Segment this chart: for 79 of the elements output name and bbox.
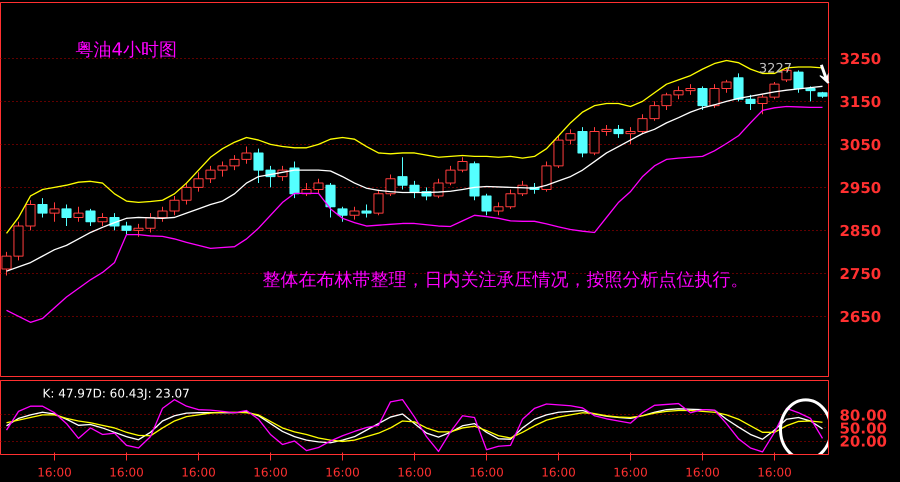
- candlestick: [385, 174, 396, 196]
- candlestick: [61, 204, 72, 227]
- candlestick: [673, 86, 684, 100]
- line-series: [6, 60, 824, 234]
- candlestick: [97, 212, 108, 227]
- candlestick: [337, 206, 348, 222]
- candlestick: [409, 180, 420, 199]
- candlestick: [769, 82, 780, 100]
- annotation: K: 47.97D: 60.43J: 23.07: [42, 386, 190, 400]
- y-tick-label: 20.00: [840, 432, 887, 451]
- candlestick: [757, 94, 768, 115]
- x-tick-label: 16:00: [37, 466, 72, 480]
- candlestick: [85, 208, 96, 227]
- candlestick: [709, 84, 720, 108]
- candlestick: [505, 189, 516, 210]
- candlestick: [229, 154, 240, 171]
- candlestick: [349, 206, 360, 220]
- candlestick: [181, 182, 192, 206]
- candlestick: [25, 200, 36, 231]
- candlestick: [73, 206, 84, 222]
- candlestick: [457, 156, 468, 173]
- x-tick-label: 16:00: [469, 466, 504, 480]
- y-tick-label: 2850: [840, 222, 882, 240]
- candlestick: [625, 126, 636, 145]
- candlestick: [169, 195, 180, 216]
- candlestick: [253, 148, 264, 184]
- candlestick: [721, 79, 732, 94]
- x-tick-label: 16:00: [109, 466, 144, 480]
- y-tick-label: 2750: [840, 264, 882, 283]
- candlestick: [661, 92, 672, 110]
- candlestick: [589, 126, 600, 156]
- candlestick: [445, 165, 456, 186]
- annotation: 整体在布林带整理，日内关注承压情况，按照分析点位执行。: [262, 270, 748, 290]
- candlestick: [481, 193, 492, 216]
- candlestick: [601, 124, 612, 136]
- candlestick: [493, 202, 504, 216]
- candlestick: [541, 161, 552, 192]
- candlestick: [193, 172, 204, 192]
- candlestick: [397, 156, 408, 190]
- candlestick: [241, 146, 252, 164]
- x-tick-label: 16:00: [685, 466, 720, 480]
- candlestick: [133, 223, 144, 238]
- candlestick: [373, 189, 384, 216]
- candlestick: [361, 204, 372, 218]
- candlestick: [565, 128, 576, 145]
- y-tick-label: 3050: [840, 136, 882, 154]
- y-tick-label: 3150: [840, 92, 882, 111]
- y-tick-label: 2650: [840, 308, 882, 326]
- candlestick: [577, 126, 588, 158]
- candlestick: [733, 72, 744, 102]
- candlestick: [745, 94, 756, 110]
- x-tick-label: 16:00: [613, 466, 648, 480]
- y-tick-label: 3250: [840, 50, 882, 68]
- x-tick-label: 16:00: [397, 466, 432, 480]
- candlestick: [313, 178, 324, 194]
- candlestick: [613, 124, 624, 138]
- candlestick: [37, 198, 48, 218]
- candlestick: [637, 114, 648, 134]
- candlestick: [205, 165, 216, 184]
- candlestick: [685, 84, 696, 96]
- x-tick-label: 16:00: [541, 466, 576, 480]
- y-tick-label: 2950: [840, 178, 882, 197]
- candlestick: [325, 182, 336, 218]
- x-tick-label: 16:00: [325, 466, 360, 480]
- candlestick: [697, 86, 708, 110]
- candlestick: [433, 178, 444, 199]
- text: 粤油4小时图: [76, 40, 177, 60]
- x-tick-label: 16:00: [181, 466, 216, 480]
- x-tick-label: 16:00: [757, 466, 792, 480]
- candlestick: [217, 161, 228, 178]
- line-series: [6, 399, 824, 453]
- candlestick: [121, 221, 132, 236]
- candlestick: [649, 100, 660, 122]
- x-tick-label: 16:00: [253, 466, 288, 480]
- candlestick: [793, 70, 804, 94]
- line-series: [6, 106, 824, 323]
- annotation: 3227: [758, 61, 792, 76]
- candlestick: [157, 206, 168, 222]
- candlestick: [49, 202, 60, 222]
